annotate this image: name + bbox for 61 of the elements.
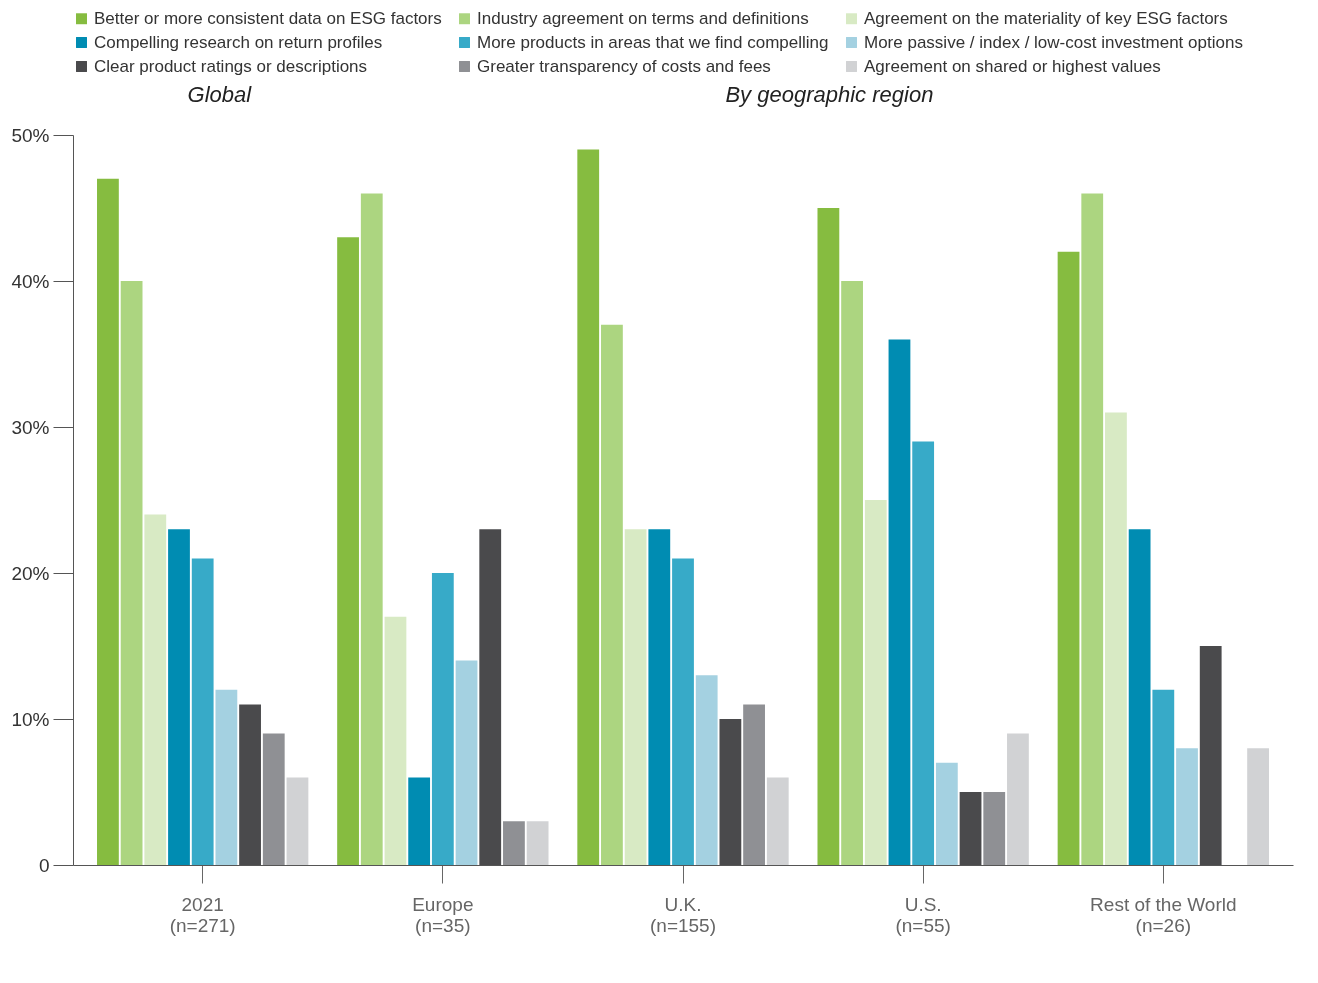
bar — [888, 339, 911, 865]
bar — [191, 558, 214, 865]
bar — [431, 573, 454, 865]
legend-label: More passive / index / low-cost investment options — [864, 32, 1243, 52]
x-tick-label: U.S. (n=55) — [895, 893, 951, 936]
bar — [601, 324, 623, 865]
bar — [337, 237, 359, 865]
legend-label: Greater transparency of costs and fees — [477, 56, 771, 76]
bar — [455, 660, 478, 865]
bar — [648, 529, 671, 865]
legend-label: Clear product ratings or descriptions — [94, 56, 368, 76]
bar — [1176, 748, 1198, 865]
bar — [360, 193, 383, 865]
y-tick-label: 30% — [11, 416, 50, 438]
bar — [408, 777, 431, 865]
bar — [97, 178, 119, 865]
bar — [168, 529, 190, 865]
bar — [935, 762, 958, 865]
bar — [577, 149, 600, 865]
y-tick-label: 20% — [11, 562, 50, 584]
bar — [144, 514, 167, 865]
legend-label: Industry agreement on terms and definitions — [477, 8, 809, 28]
bar — [695, 675, 718, 865]
bar — [864, 500, 887, 865]
bar — [1081, 193, 1104, 865]
legend-label: More products in areas that we find compelling — [477, 32, 829, 52]
bar — [1057, 251, 1080, 865]
x-tick-label: Europe (n=35) — [412, 893, 474, 936]
bar — [743, 704, 765, 865]
legend-label: Better or more consistent data on ESG factors — [94, 8, 442, 28]
y-tick-label: 40% — [11, 270, 50, 292]
text: By geographic region — [725, 82, 934, 107]
bar — [1247, 748, 1269, 865]
legend-label: Agreement on shared or highest values — [864, 56, 1161, 76]
legend-label: Agreement on the materiality of key ESG factors — [864, 8, 1228, 28]
bar — [983, 792, 1006, 865]
bar — [286, 777, 309, 865]
y-tick-label: 0 — [38, 854, 50, 876]
text: Global — [187, 82, 253, 107]
bar — [503, 821, 525, 865]
y-tick-label: 10% — [11, 708, 50, 730]
bar — [624, 529, 647, 865]
y-tick-label: 50% — [11, 124, 50, 146]
bar — [1152, 689, 1175, 865]
x-tick-label: U.K. (n=155) — [649, 893, 717, 936]
bar — [912, 441, 935, 865]
bar — [1007, 733, 1029, 865]
bar — [1128, 529, 1151, 865]
x-tick-label: 2021 (n=271) — [169, 893, 236, 936]
bar — [1105, 412, 1127, 865]
bar — [766, 777, 789, 865]
legend-label: Compelling research on return profiles — [94, 32, 383, 52]
bar — [384, 616, 407, 865]
bar — [841, 281, 863, 865]
bar — [672, 558, 694, 865]
bar — [215, 689, 238, 865]
x-tick-label: Rest of the World (n=26) — [1090, 893, 1237, 936]
bar — [526, 821, 549, 865]
bar — [262, 733, 285, 865]
bar — [817, 208, 840, 865]
bar — [120, 281, 143, 865]
